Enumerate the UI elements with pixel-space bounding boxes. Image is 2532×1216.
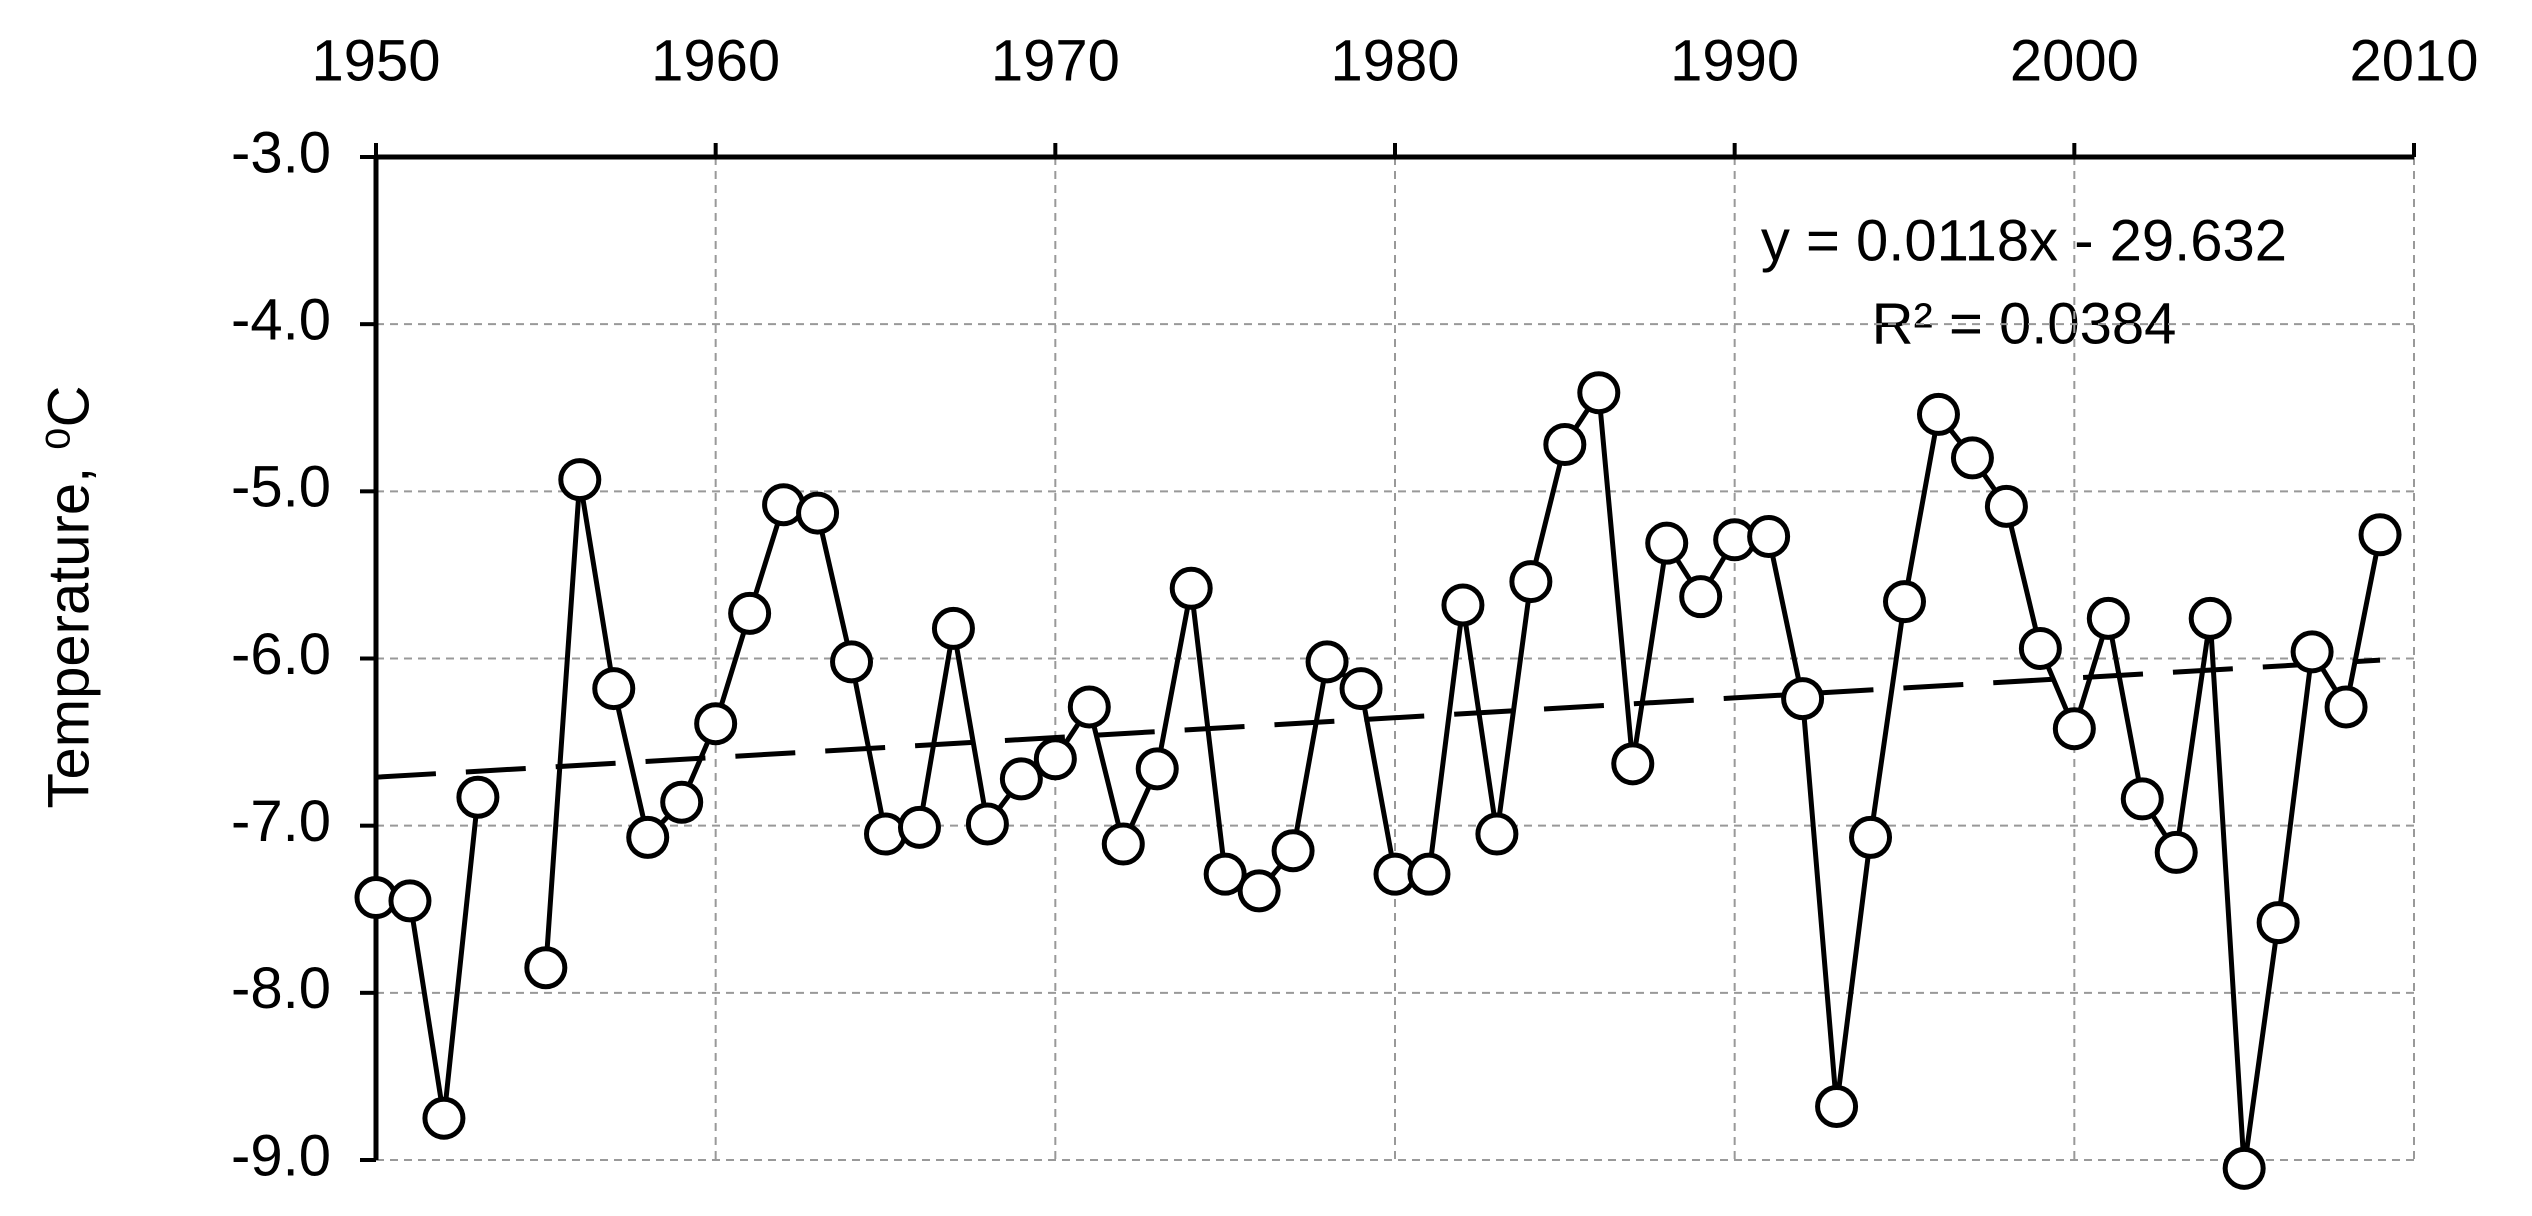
data-point [2358, 513, 2402, 557]
data-point [2256, 901, 2300, 945]
data-point [965, 802, 1009, 846]
data-point [864, 812, 907, 856]
data-point [2154, 830, 2198, 874]
data-point [660, 780, 704, 824]
trend-equation: y = 0.0118x - 29.632 [1761, 208, 2287, 273]
x-tick-label: 1980 [1330, 28, 1459, 93]
data-point [1509, 560, 1553, 604]
data-point [2188, 596, 2232, 640]
data-point [1305, 640, 1349, 684]
data-point [1984, 484, 2028, 528]
data-point [1543, 423, 1587, 467]
data-point [1747, 514, 1791, 558]
data-point [1271, 829, 1315, 873]
data-point [1679, 575, 1723, 619]
data-point [388, 879, 432, 923]
x-tick-label: 1970 [991, 28, 1120, 93]
data-point [626, 815, 670, 859]
data-point [1135, 747, 1179, 791]
series-line [375, 385, 2383, 1169]
y-tick-label: -9.0 [231, 1123, 331, 1188]
data-point [1645, 521, 1689, 565]
data-point [1339, 667, 1383, 711]
data-point [1611, 742, 1655, 786]
y-axis-title: Temperature, ⁰C [36, 386, 101, 809]
x-tick-label: 2010 [2349, 28, 2478, 93]
data-point [2086, 596, 2130, 640]
data-point [931, 606, 975, 650]
data-point [2052, 707, 2096, 751]
data-point [1033, 737, 1077, 781]
data-point [422, 1096, 466, 1140]
x-tick-label: 1960 [651, 28, 780, 93]
data-point [1577, 371, 1621, 415]
y-tick-label: -3.0 [231, 120, 331, 185]
data-point [2324, 685, 2368, 729]
y-tick-label: -7.0 [231, 789, 331, 854]
x-tick-label: 2000 [2010, 28, 2139, 93]
data-point [1441, 583, 1485, 627]
x-tick-label: 1990 [1670, 28, 1799, 93]
data-point [1883, 580, 1926, 624]
data-point [1781, 677, 1825, 721]
data-point [2222, 1146, 2266, 1190]
data-point [1067, 685, 1111, 729]
data-point [1950, 436, 1994, 480]
data-point [1815, 1085, 1859, 1129]
data-point [524, 946, 568, 990]
data-point [558, 458, 602, 502]
data-point [1475, 812, 1519, 856]
data-point [796, 491, 840, 535]
data-point [592, 667, 636, 711]
data-point [1916, 392, 1960, 436]
data-point [1169, 566, 1213, 610]
data-point [999, 757, 1043, 801]
y-tick-label: -5.0 [231, 455, 331, 520]
data-point [2018, 626, 2062, 670]
data-point [2120, 777, 2164, 821]
y-tick-label: -4.0 [231, 287, 331, 352]
data-point [1237, 869, 1281, 913]
data-point [897, 805, 941, 849]
y-tick-label: -6.0 [231, 622, 331, 687]
data-point [1101, 822, 1145, 866]
y-tick-label: -8.0 [231, 956, 331, 1021]
data-point [830, 640, 874, 684]
data-point [1407, 852, 1451, 896]
data-point [2290, 630, 2334, 674]
data-point [728, 591, 772, 635]
x-tick-label: 1950 [311, 28, 440, 93]
trendline [375, 657, 2381, 780]
data-point [1203, 852, 1247, 896]
data-point [1849, 815, 1893, 859]
data-point [456, 775, 500, 819]
data-point [694, 702, 738, 746]
